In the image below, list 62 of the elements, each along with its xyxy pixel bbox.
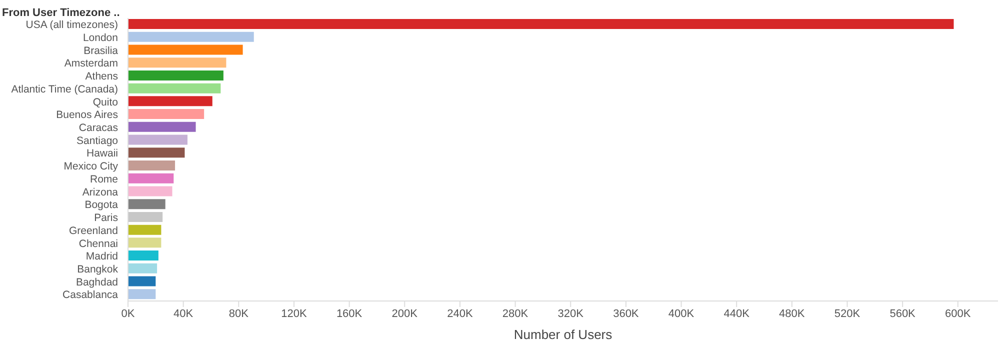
y-tick-label: Greenland	[68, 224, 118, 237]
x-tick-label: 320K	[558, 308, 584, 320]
bar	[128, 263, 158, 274]
y-tick-label: Baghdad	[76, 276, 118, 288]
bar	[128, 148, 185, 158]
y-tick-label: USA (all timezones)	[26, 19, 118, 32]
y-tick-label: Rome	[90, 173, 118, 186]
x-tick-label: 440K	[724, 308, 750, 320]
y-tick-label: Mexico City	[64, 160, 119, 173]
y-tick-label: Caracas	[78, 122, 118, 134]
x-axis-title: Number of Users	[514, 327, 613, 341]
bar	[128, 186, 172, 196]
x-tick-label: 400K	[668, 308, 695, 320]
bar	[128, 44, 243, 55]
y-tick-label: Amsterdam	[64, 58, 118, 70]
bar	[128, 276, 156, 286]
x-tick-label: 40K	[174, 308, 194, 320]
y-tick-label: Hawaii	[86, 148, 118, 160]
bar	[128, 238, 162, 248]
x-tick-label: 280K	[502, 308, 529, 320]
x-tick-label: 0K	[121, 308, 136, 320]
bar	[128, 289, 156, 300]
y-tick-label: Buenos Aires	[56, 109, 118, 122]
y-tick-label: Atlantic Time (Canada)	[11, 83, 118, 96]
bar	[128, 199, 166, 210]
x-tick-label: 120K	[281, 308, 308, 320]
y-tick-label: Arizona	[82, 186, 118, 198]
bar	[128, 109, 204, 120]
y-tick-label: Quito	[92, 96, 118, 108]
bar	[128, 122, 196, 132]
bar	[128, 83, 221, 94]
x-tick-label: 200K	[392, 308, 418, 320]
bar	[128, 96, 212, 106]
x-tick-label: 600K	[945, 308, 972, 320]
bar	[128, 212, 163, 222]
bar	[128, 160, 176, 170]
x-tick-label: 480K	[779, 308, 806, 320]
bar	[128, 32, 254, 42]
bar	[128, 19, 954, 29]
bar	[128, 58, 226, 68]
bar	[128, 173, 174, 184]
x-tick-label: 520K	[834, 308, 861, 320]
bar	[128, 250, 158, 261]
bar	[128, 224, 162, 235]
x-tick-label: 360K	[613, 308, 640, 320]
y-tick-label: London	[82, 32, 118, 44]
bar	[128, 134, 188, 145]
y-tick-label: Brasilia	[84, 44, 118, 57]
y-tick-label: Athens	[85, 70, 118, 83]
bar	[128, 70, 224, 80]
y-tick-label: Casablanca	[62, 289, 118, 302]
chart-title: From User Timezone ..	[2, 7, 120, 19]
y-tick-label: Bogota	[84, 199, 118, 212]
x-tick-label: 560K	[890, 308, 916, 320]
x-tick-label: 240K	[447, 308, 474, 320]
x-tick-label: 80K	[228, 308, 250, 320]
x-tick-label: 160K	[336, 308, 363, 320]
y-tick-label: Bangkok	[77, 264, 119, 276]
y-tick-label: Chennai	[78, 238, 118, 250]
y-tick-label: Santiago	[76, 134, 118, 147]
y-tick-label: Paris	[94, 212, 118, 224]
y-tick-label: Madrid	[86, 250, 118, 263]
